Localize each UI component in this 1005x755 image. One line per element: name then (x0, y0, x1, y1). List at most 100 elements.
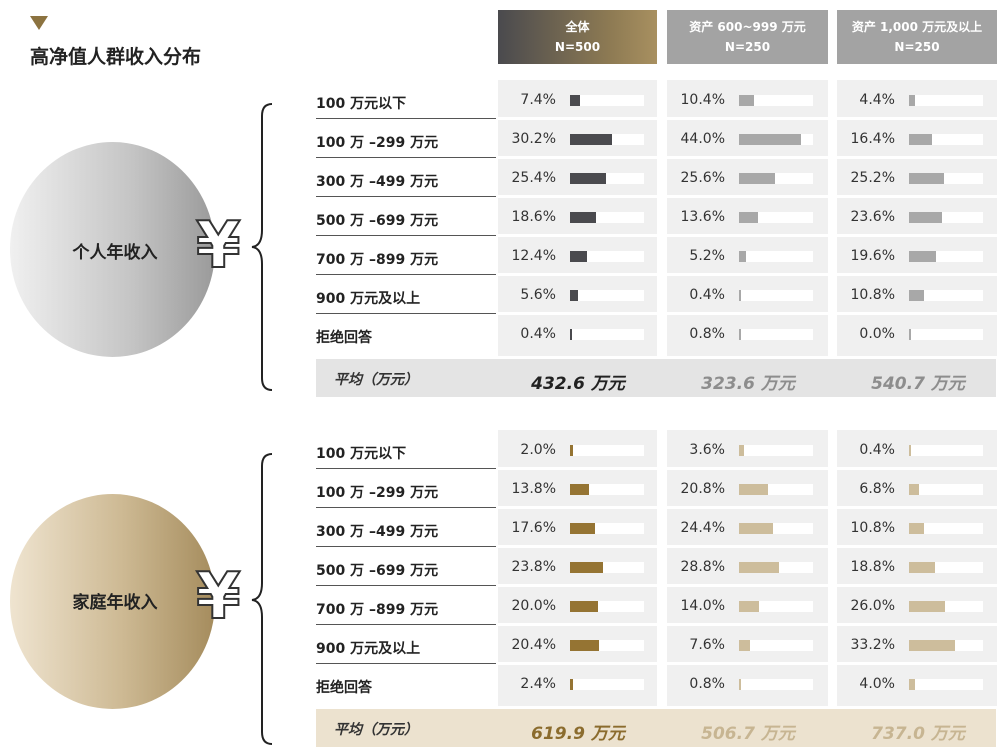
household-bar-track-mid (739, 679, 813, 690)
personal-bar-track-high (909, 134, 983, 145)
personal-bar-mid (739, 212, 759, 223)
personal-average-band (316, 359, 996, 397)
personal-cell-divider (667, 312, 828, 315)
column-header-mid-assets-name: 资产 600~999 万元 (689, 20, 806, 34)
household-bar-track-high (909, 601, 983, 612)
personal-value-label-all: 18.6% (511, 209, 556, 225)
personal-value-label-all: 0.4% (520, 326, 556, 342)
household-bar-track-high (909, 523, 983, 534)
household-bar-all (570, 562, 604, 573)
household-bar-track-all (570, 484, 644, 495)
personal-cell-divider (498, 273, 657, 276)
household-bar-track-mid (739, 601, 813, 612)
personal-bar-all (570, 173, 606, 184)
personal-value-label-mid: 0.8% (689, 326, 725, 342)
personal-value-label-all: 7.4% (520, 92, 556, 108)
personal-bar-track-high (909, 173, 983, 184)
household-cell-divider (498, 545, 657, 548)
personal-row-divider (316, 196, 496, 197)
household-bar-track-all (570, 679, 644, 690)
household-average-mid: 506.7 万元 (701, 724, 795, 744)
household-cell-divider (498, 506, 657, 509)
personal-value-label-high: 0.0% (859, 326, 895, 342)
household-bar-mid (739, 601, 759, 612)
household-bar-mid (739, 445, 745, 456)
household-category-label: 100 万元以下 (316, 446, 407, 462)
household-bar-all (570, 601, 598, 612)
personal-cell-divider (498, 195, 657, 198)
household-average-label: 平均（万元） (334, 722, 418, 738)
household-bar-mid (739, 523, 774, 534)
personal-bar-all (570, 290, 578, 301)
personal-brace-icon (251, 103, 273, 391)
household-row-divider (316, 585, 496, 586)
personal-row-divider (316, 313, 496, 314)
personal-value-label-all: 5.6% (520, 287, 556, 303)
household-value-label-mid: 28.8% (680, 559, 725, 575)
household-value-label-all: 17.6% (511, 520, 556, 536)
household-cell-divider (498, 584, 657, 587)
household-cell-divider (667, 467, 828, 470)
household-cell-divider (667, 623, 828, 626)
personal-bar-track-mid (739, 212, 813, 223)
personal-cell-divider (667, 195, 828, 198)
household-value-label-all: 23.8% (511, 559, 556, 575)
household-value-label-high: 4.0% (859, 676, 895, 692)
personal-bar-track-all (570, 212, 644, 223)
household-value-label-all: 20.4% (511, 637, 556, 653)
household-row-divider (316, 624, 496, 625)
household-bar-high (909, 523, 925, 534)
household-bar-track-high (909, 562, 983, 573)
personal-value-label-mid: 44.0% (680, 131, 725, 147)
household-bar-all (570, 679, 574, 690)
household-bar-track-all (570, 601, 644, 612)
personal-bar-high (909, 173, 945, 184)
personal-category-label: 100 万 –299 万元 (316, 135, 439, 151)
household-cell-divider (498, 467, 657, 470)
household-bar-track-all (570, 640, 644, 651)
personal-bar-mid (739, 95, 754, 106)
personal-cell-divider (498, 234, 657, 237)
personal-bar-high (909, 251, 937, 262)
household-bar-track-high (909, 445, 983, 456)
personal-cell-divider (667, 234, 828, 237)
household-bar-mid (739, 679, 741, 690)
household-average-all: 619.9 万元 (531, 724, 625, 744)
personal-bar-track-high (909, 251, 983, 262)
personal-bar-track-mid (739, 251, 813, 262)
personal-income-circle (10, 142, 215, 357)
personal-value-label-high: 19.6% (850, 248, 895, 264)
personal-category-label: 100 万元以下 (316, 96, 407, 112)
household-cell-divider (837, 662, 997, 665)
personal-bar-high (909, 212, 943, 223)
personal-value-label-mid: 13.6% (680, 209, 725, 225)
personal-bar-high (909, 134, 932, 145)
household-cell-divider (837, 545, 997, 548)
household-income-circle (10, 494, 215, 709)
personal-category-label: 拒绝回答 (316, 330, 372, 346)
personal-cell-divider (667, 117, 828, 120)
household-bar-track-high (909, 679, 983, 690)
household-value-label-mid: 0.8% (689, 676, 725, 692)
household-category-label: 700 万 –899 万元 (316, 602, 439, 618)
personal-value-label-all: 25.4% (511, 170, 556, 186)
personal-bar-track-mid (739, 173, 813, 184)
household-cell-divider (667, 545, 828, 548)
household-value-label-high: 0.4% (859, 442, 895, 458)
household-bar-track-mid (739, 484, 813, 495)
personal-row-divider (316, 235, 496, 236)
household-yen-icon: ¥ (195, 560, 242, 634)
personal-bar-all (570, 95, 581, 106)
personal-yen-icon: ¥ (195, 209, 242, 283)
page-title: 高净值人群收入分布 (30, 46, 202, 68)
household-bar-high (909, 484, 919, 495)
household-value-label-mid: 3.6% (689, 442, 725, 458)
column-header-mid-assets-n: N=250 (724, 40, 771, 54)
household-category-label: 500 万 –699 万元 (316, 563, 439, 579)
household-bar-mid (739, 562, 780, 573)
personal-cell-divider (498, 156, 657, 159)
household-bar-high (909, 445, 911, 456)
personal-income-label: 个人年收入 (72, 243, 158, 263)
household-income-label: 家庭年收入 (72, 593, 158, 613)
household-value-label-high: 18.8% (850, 559, 895, 575)
